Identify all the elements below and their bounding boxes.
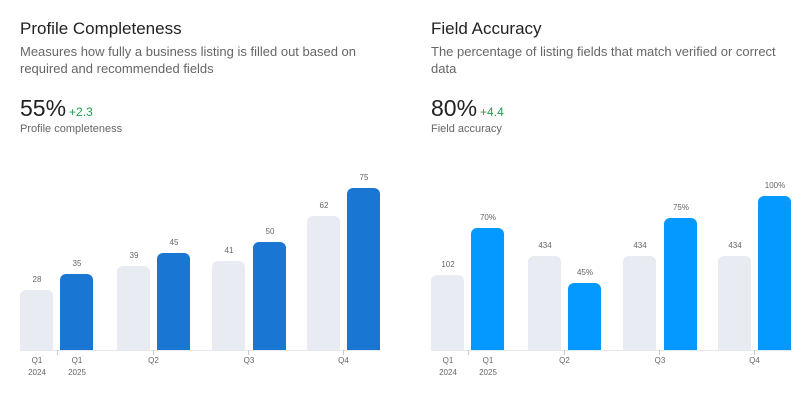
panel-title: Field Accuracy — [431, 19, 542, 38]
metric-delta: +4.4 — [480, 105, 504, 119]
metric-label: Profile completeness — [20, 123, 123, 135]
x-tick-label: Q3 — [654, 356, 666, 365]
bar-2025-q4 — [758, 196, 791, 350]
data-label: 28 — [32, 274, 42, 284]
bar-2025-q2 — [157, 252, 190, 350]
data-label: 102 — [441, 259, 455, 269]
field-accuracy-panel: Field Accuracy The percentage of listing… — [431, 0, 812, 409]
data-label: 70% — [479, 213, 496, 223]
x-axis-line — [431, 350, 791, 351]
data-label: 35 — [72, 259, 82, 269]
data-label: 45% — [576, 268, 593, 277]
data-label: 434 — [728, 241, 742, 251]
bar-2024-q2 — [117, 265, 150, 350]
bar-2025-q2 — [568, 283, 601, 350]
metric-value: 80% — [431, 95, 478, 121]
bar-2024-q1 — [20, 289, 53, 350]
data-label: 75 — [359, 173, 369, 182]
x-tick — [563, 350, 565, 355]
x-tick-label: Q1 2025 — [68, 356, 86, 377]
x-tick — [468, 350, 469, 355]
bar-2025-q3 — [253, 242, 286, 350]
bar-2024-q4 — [307, 216, 340, 350]
bar-2025-q3 — [664, 217, 697, 350]
x-tick — [152, 350, 154, 355]
data-label: 45 — [169, 237, 179, 247]
data-label: 434 — [633, 241, 647, 251]
profile-completeness-panel: Profile Completeness Measures how fully … — [20, 0, 420, 409]
x-tick-label: Q2 — [148, 356, 159, 365]
panel-subtitle: The percentage of listing fields that ma… — [431, 44, 776, 76]
x-tick-label: Q1 2025 — [479, 356, 497, 377]
x-tick — [342, 350, 344, 355]
bar-2025-q1 — [471, 228, 504, 350]
x-tick — [659, 350, 660, 355]
bar-2024-q2 — [528, 256, 561, 350]
data-label: 75% — [672, 202, 689, 212]
x-tick — [248, 350, 249, 355]
metric-value: 55% — [20, 95, 67, 121]
profile-completeness-chart: 28 39 41 62 35 45 50 75 Q1 2024 Q1 2025 Q2 Q3 Q4 — [0, 0, 400, 409]
panel-title: Profile Completeness — [20, 19, 182, 38]
metric: 80% +4.4 — [431, 95, 504, 122]
x-axis-line — [20, 350, 380, 351]
x-tick-label: Q2 — [559, 356, 570, 365]
data-label: 62 — [319, 201, 329, 211]
field-accuracy-chart: 102 434 434 434 70% 45% 75% 100% Q1 2024 Q1 2025 Q… — [411, 0, 811, 409]
x-tick — [753, 350, 755, 355]
bar-2025-q1 — [60, 274, 93, 350]
data-label: 41 — [224, 246, 234, 256]
x-tick-label: Q4 — [749, 356, 760, 365]
data-label: 39 — [129, 250, 139, 260]
data-label: 100% — [764, 181, 786, 190]
bar-2025-q4 — [347, 188, 380, 350]
x-tick-label: Q1 2024 — [439, 356, 457, 377]
x-tick — [57, 350, 58, 355]
x-tick-label: Q4 — [338, 356, 349, 365]
x-tick-label: Q1 2024 — [28, 356, 46, 377]
metric-delta: +2.3 — [69, 105, 93, 119]
data-label: 50 — [265, 227, 275, 236]
bar-2024-q3 — [212, 261, 245, 350]
metric-label: Field accuracy — [431, 123, 502, 135]
bar-2024-q4 — [718, 256, 751, 350]
panel-subtitle: Measures how fully a business listing is… — [20, 44, 357, 76]
data-label: 434 — [538, 241, 552, 251]
bar-2024-q3 — [623, 256, 656, 350]
bar-2024-q1 — [431, 274, 464, 350]
metric: 55% +2.3 — [20, 95, 93, 122]
x-tick-label: Q3 — [243, 356, 255, 365]
